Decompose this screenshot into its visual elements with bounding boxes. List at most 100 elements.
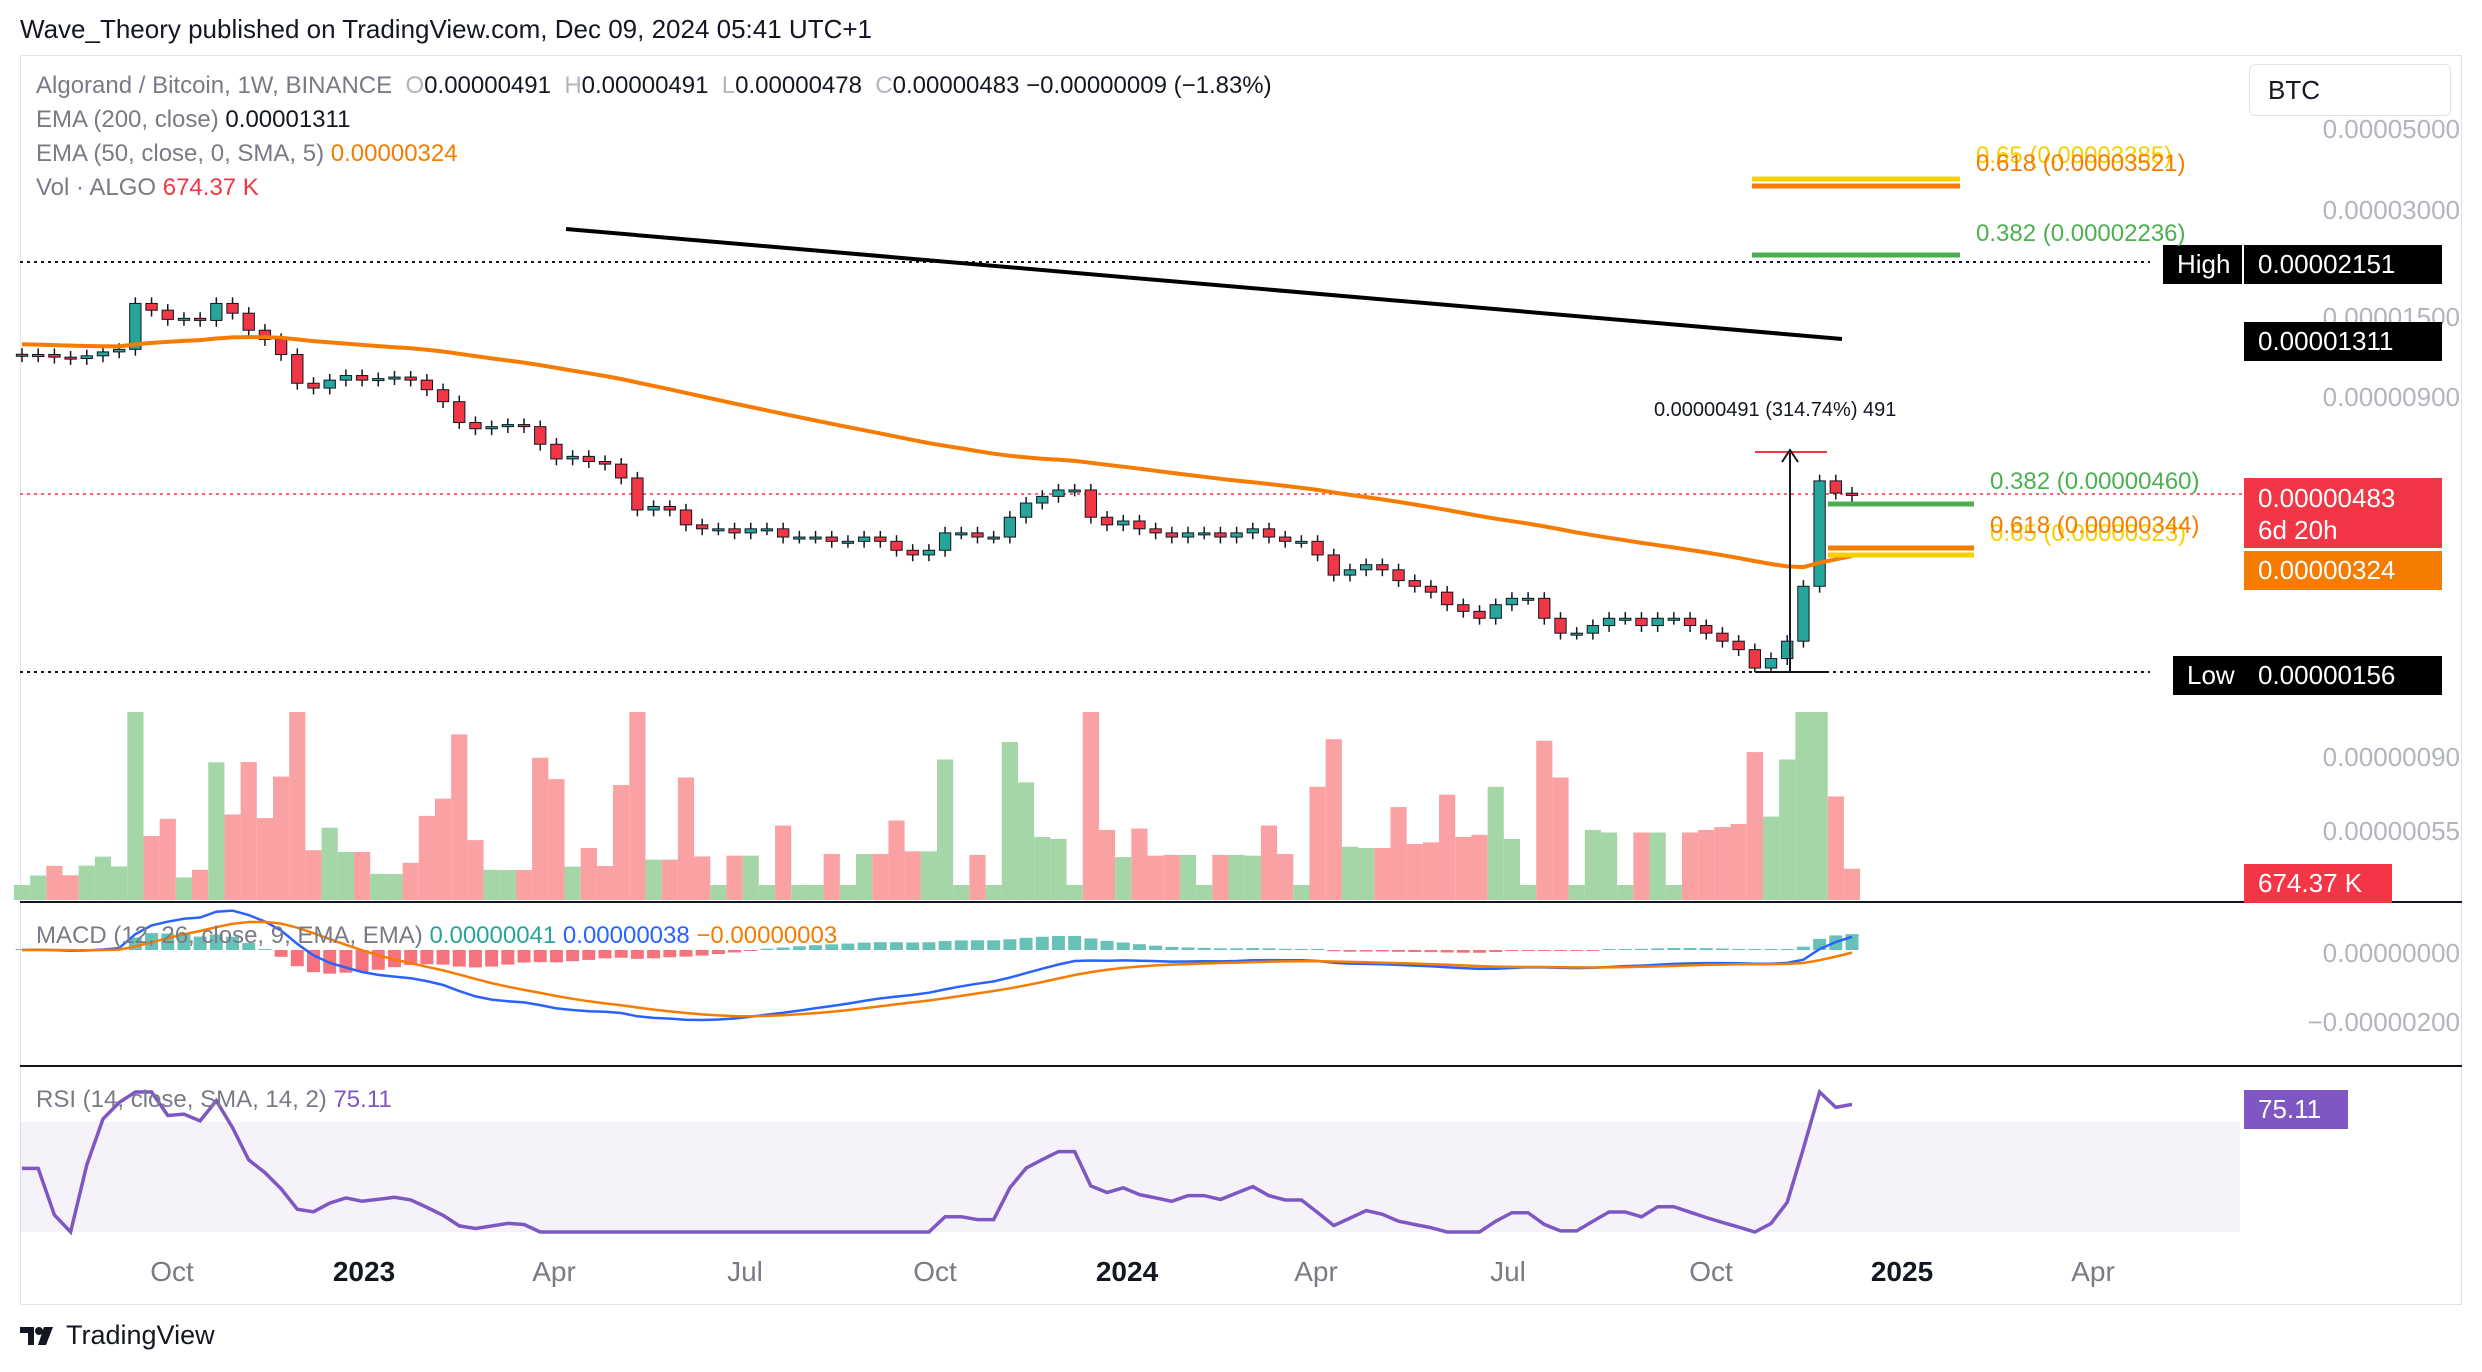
fib-label-upper-618: 0.618 (0.00003521)	[1976, 150, 2186, 177]
volume-bar	[434, 798, 452, 900]
volume-bar	[13, 884, 31, 900]
fib-label-lower-65: 0.65 (0.00000323)	[1990, 520, 2187, 547]
legend-ema50-line: EMA (50, close, 0, SMA, 5) 0.00000324	[36, 140, 458, 168]
candle-body	[161, 309, 174, 320]
ema50-value: 0.00000324	[330, 140, 458, 167]
macd-bar	[290, 950, 304, 967]
macd-value-1: 0.00000041	[429, 922, 557, 949]
fib-label-upper-65: 0.65 (0.00003385)	[1976, 142, 2173, 169]
candle-body	[1554, 617, 1567, 634]
macd-bar	[614, 950, 628, 958]
candle-body	[1683, 617, 1697, 627]
candle-body	[728, 528, 741, 534]
candle-body	[1036, 495, 1049, 504]
candle-body	[388, 376, 401, 380]
candle-body	[64, 356, 77, 360]
macd-bar	[971, 940, 984, 950]
volume-tag: 674.37 K	[2244, 864, 2392, 903]
legend-vol-line: Vol · ALGO 674.37 K	[36, 174, 259, 202]
macd-bar	[452, 950, 466, 967]
macd-bar	[695, 950, 709, 956]
volume-bar	[1811, 712, 1828, 900]
candle-body	[1635, 617, 1648, 627]
high-price-tag: 0.00002151	[2244, 245, 2442, 284]
macd-bar	[1116, 942, 1130, 950]
volume-bar	[224, 814, 241, 900]
rsi-label: RSI (14, close, SMA, 14, 2)	[36, 1086, 327, 1113]
candle-body	[1343, 569, 1357, 576]
macd-bar	[1213, 948, 1227, 950]
volume-bar	[192, 869, 209, 900]
macd-bar	[1084, 938, 1098, 950]
volume-bar	[127, 712, 144, 900]
candle-body	[776, 528, 790, 538]
volume-bar	[499, 870, 516, 900]
candle-body	[1570, 632, 1583, 636]
candle-body	[922, 549, 936, 556]
macd-bar	[792, 946, 806, 950]
volume-group	[13, 712, 1861, 900]
last-price-tag: 0.00000483 6d 20h	[2244, 478, 2442, 548]
currency-button[interactable]: BTC	[2249, 64, 2451, 116]
legend-close: 0.00000483	[892, 72, 1020, 99]
volume-bar	[1293, 884, 1310, 900]
macd-bar	[1780, 949, 1794, 950]
candle-body	[15, 353, 29, 357]
macd-bar	[679, 950, 693, 957]
legend-o-label: O	[405, 72, 425, 99]
volume-bar	[111, 866, 128, 900]
last-price: 0.00000483	[2258, 483, 2396, 513]
volume-bar	[1439, 794, 1456, 900]
macd-bar	[1100, 940, 1114, 950]
volume-bar	[1358, 847, 1375, 900]
macd-bar	[744, 950, 758, 951]
candle-body	[210, 302, 223, 321]
candle-body	[258, 329, 272, 340]
candle-body	[890, 540, 903, 551]
candle-body	[48, 354, 61, 358]
candle-body	[906, 549, 919, 556]
macd-bar	[258, 949, 272, 950]
candle-body	[1457, 604, 1470, 612]
volume-bar	[548, 779, 565, 900]
candle-body	[1100, 516, 1114, 526]
price-axis-label: 0.00005000	[2322, 114, 2460, 144]
macd-axis-label: 0.00000000	[2322, 938, 2460, 968]
time-axis-label: Apr	[1294, 1256, 1338, 1287]
macd-bar	[1667, 947, 1681, 950]
macd-bar	[1068, 935, 1082, 950]
candle-body	[793, 536, 806, 540]
rsi-band	[20, 1122, 2240, 1232]
macd-bar	[1521, 950, 1535, 951]
measure-label: 0.00000491 (314.74%) 491	[1654, 399, 1897, 421]
macd-bar	[873, 942, 887, 950]
candle-body	[469, 422, 482, 430]
volume-bar	[1536, 740, 1553, 900]
chart-area[interactable]	[20, 55, 2462, 1305]
ema200-line	[565, 227, 1843, 341]
candle-body	[825, 536, 838, 542]
volume-bar	[1082, 712, 1099, 900]
macd-bar	[1311, 949, 1325, 950]
rsi-line	[22, 1088, 1853, 1236]
candle-body	[420, 379, 434, 391]
candle-body	[1619, 617, 1632, 621]
volume-bar	[807, 884, 824, 900]
candle-body	[857, 536, 871, 542]
tradingview-logo-icon	[20, 1326, 53, 1345]
volume-bar	[1390, 807, 1407, 900]
volume-bar	[1244, 855, 1261, 900]
candle-body	[631, 477, 644, 511]
macd-bar	[857, 942, 871, 950]
legend-symbol: Algorand / Bitcoin, 1W, BINANCE	[36, 72, 393, 99]
macd-bar	[501, 950, 515, 965]
volume-bar	[888, 820, 905, 900]
macd-bar	[938, 941, 952, 950]
footer-brand: TradingView	[20, 1320, 215, 1351]
volume-bar	[694, 856, 711, 900]
volume-bar	[645, 859, 662, 900]
volume-bar	[1455, 836, 1472, 900]
volume-bar	[1034, 836, 1051, 900]
volume-bar	[629, 712, 646, 900]
